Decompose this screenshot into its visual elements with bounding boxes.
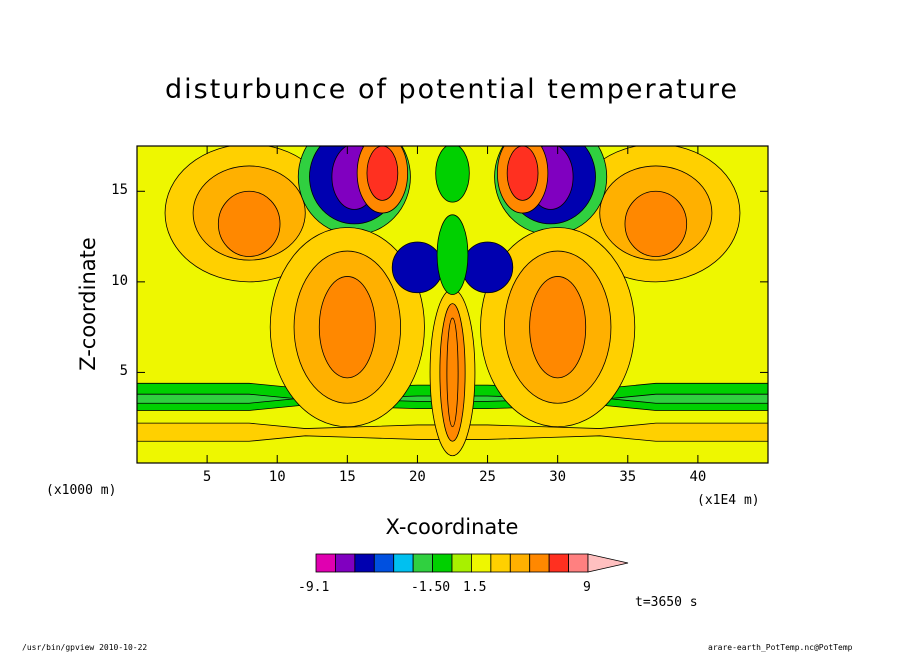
colorbar-seg-6	[432, 553, 453, 573]
top-center-green	[435, 146, 470, 203]
plot-frame	[136, 145, 769, 464]
x-tick-label: 10	[268, 469, 286, 485]
x-tick-label: 30	[549, 469, 567, 485]
colorbar-seg-4	[393, 553, 414, 573]
y-axis-label: Z-coordinate	[76, 237, 100, 371]
contour-features	[137, 146, 768, 457]
y-tick-label: 5	[119, 363, 128, 380]
colorbar-label: 1.5	[463, 580, 487, 595]
feature-core-5	[506, 146, 539, 201]
colorbar-seg-13	[568, 553, 589, 573]
colorbar-seg-9	[490, 553, 511, 573]
footer-right: arare-earth_PotTemp.nc@PotTemp	[708, 643, 853, 652]
feature-core-6	[318, 276, 376, 379]
colorbar-seg-3	[373, 553, 395, 573]
center-left-blue	[391, 241, 444, 294]
center-green	[436, 214, 469, 295]
feature-core-1	[624, 190, 688, 257]
x-unit-left: (x1000 m)	[46, 483, 117, 498]
x-unit-right: (x1E4 m)	[697, 493, 760, 508]
y-tick-label: 15	[111, 182, 128, 199]
axis-ticks	[137, 146, 768, 463]
y-tick-label: 10	[111, 272, 128, 289]
footer-left: /usr/bin/gpview 2010-10-22	[22, 643, 148, 652]
center-right-blue	[461, 241, 514, 294]
x-axis-label: X-coordinate	[385, 515, 519, 539]
colorbar	[315, 553, 629, 573]
x-tick-label: 5	[202, 469, 212, 485]
colorbar-seg-0	[315, 553, 336, 573]
x-tick-label: 25	[479, 469, 496, 485]
colorbar-seg-5	[412, 553, 433, 573]
feature-inner-8	[446, 317, 459, 428]
colorbar-seg-10	[509, 553, 531, 573]
colorbar-label: -1.50	[411, 580, 451, 595]
colorbar-seg-1	[335, 553, 356, 573]
x-tick-label: 15	[338, 469, 356, 485]
x-tick-label: 35	[619, 469, 637, 485]
chart-title: disturbunce of potential temperature	[165, 74, 739, 105]
colorbar-seg-12	[548, 553, 569, 573]
feature-core-0	[217, 190, 281, 257]
colorbar-label: 9	[583, 580, 591, 595]
x-tick-label: 40	[689, 469, 707, 485]
feature-core-7	[529, 276, 587, 379]
x-tick-label: 20	[409, 469, 426, 485]
colorbar-seg-7	[451, 553, 472, 573]
colorbar-arrow	[587, 553, 629, 573]
colorbar-seg-8	[471, 553, 492, 573]
time-label: t=3650 s	[635, 595, 698, 610]
colorbar-label: -9.1	[298, 580, 330, 595]
feature-core-4	[366, 146, 399, 201]
colorbar-seg-2	[354, 553, 375, 573]
colorbar-seg-11	[529, 553, 550, 573]
